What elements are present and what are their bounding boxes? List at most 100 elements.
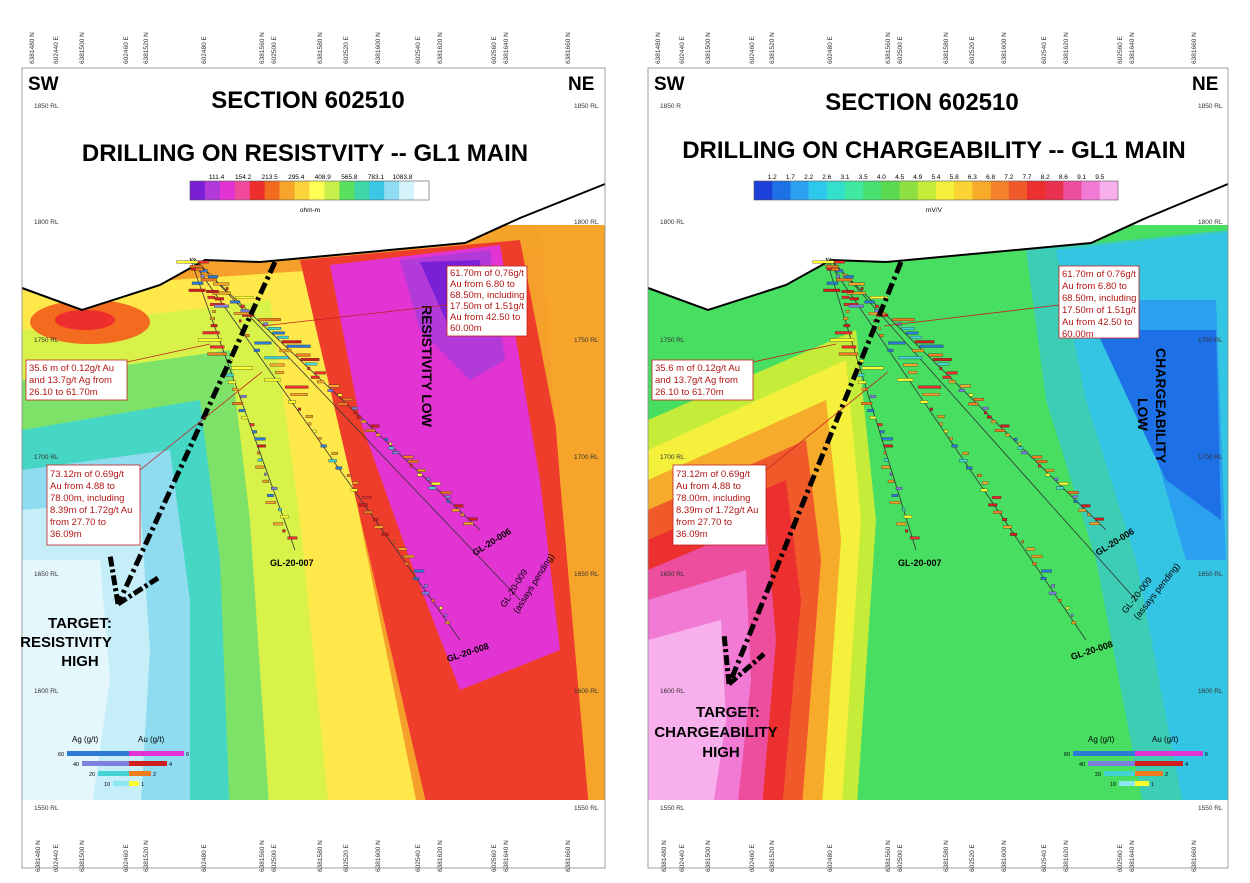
top-axis-labels: 6381480 N 602440 E 6381500 N 602460 E 63… <box>29 32 572 64</box>
assay-bar <box>241 416 248 420</box>
assay-bar <box>1040 577 1047 580</box>
assay-bar <box>1051 584 1056 588</box>
assay-bar <box>351 406 358 410</box>
target-label-line: TARGET: <box>48 615 112 632</box>
colorbar-tick-label: 154.2 <box>235 174 252 181</box>
assay-bar <box>991 496 1002 499</box>
assay-bar <box>1054 477 1059 481</box>
rl-label: 1650 RL <box>1198 571 1223 578</box>
legend-ag-value: 10 <box>104 782 110 788</box>
assay-bar <box>903 363 918 367</box>
axis-label: 602540 E <box>415 844 422 872</box>
assay-bar <box>353 411 357 415</box>
section-subtitle: DRILLING ON CHARGEABILITY -- GL1 MAIN <box>682 137 1186 164</box>
annotation-line: 35.6 m of 0.12g/t Au <box>655 363 740 374</box>
assay-bar <box>463 522 474 526</box>
assay-bar <box>838 352 859 356</box>
assay-bar <box>864 300 875 304</box>
assay-bar <box>1067 491 1079 494</box>
colorbar-swatch <box>826 181 846 200</box>
colorbar-tick-label: 3.1 <box>840 174 849 181</box>
assay-bar <box>208 275 219 279</box>
direction-sw: SW <box>654 74 685 95</box>
assay-bar <box>403 554 415 558</box>
assay-bar <box>212 310 216 313</box>
assay-bar <box>905 331 919 335</box>
rl-label: 1700 RL <box>660 454 685 461</box>
assay-bar <box>1048 591 1057 595</box>
assay-bar <box>1018 442 1021 446</box>
assay-bar <box>337 393 343 397</box>
legend-au-title: Au (g/t) <box>1152 735 1179 744</box>
assay-bar <box>951 444 958 448</box>
assay-bar <box>835 274 840 278</box>
assay-bar <box>257 458 262 462</box>
axis-label: 6381500 N <box>705 32 712 64</box>
assay-bar <box>1032 562 1037 566</box>
axis-label: 602460 E <box>123 36 130 64</box>
legend-ag-value: 40 <box>1079 762 1085 768</box>
assay-bar <box>257 451 260 455</box>
assay-bar <box>883 451 887 455</box>
assay-bar <box>1013 437 1018 441</box>
assay-bar <box>388 446 395 450</box>
assay-bar <box>195 267 204 271</box>
assay-bar <box>445 495 451 499</box>
annotation-line: 61.70m of 0.76g/t <box>1062 269 1136 280</box>
topography-line <box>647 183 1229 312</box>
rl-label: 1800 RL <box>34 219 59 226</box>
chargeability-low-label: CHARGEABILITY LOW <box>1135 348 1169 464</box>
legend-au-value: 1 <box>141 782 144 788</box>
colorbar-tick-label: 1.7 <box>786 174 795 181</box>
assay-bar <box>431 599 435 603</box>
assay-bar <box>1020 451 1028 455</box>
assay-bar <box>1010 532 1017 536</box>
assay-bar <box>990 420 997 424</box>
colorbar-swatch <box>279 181 295 200</box>
colorbar-swatch <box>954 181 973 200</box>
assay-bar <box>848 304 864 308</box>
legend-au-value: 4 <box>1185 762 1188 768</box>
assay-bar <box>356 415 362 419</box>
assay-bar <box>358 503 368 507</box>
annotation-line: 17.50m of 1.51g/t <box>1062 305 1136 316</box>
colorbar-swatch <box>324 181 340 200</box>
colorbar-swatch <box>990 181 1010 200</box>
assay-bar <box>363 510 373 514</box>
assay-bar <box>305 362 318 366</box>
assay-bar <box>468 517 478 521</box>
assay-bar <box>1005 433 1010 437</box>
annotation-line: 8.39m of 1.72g/t Au <box>676 505 758 516</box>
assay-bar <box>823 288 841 292</box>
annotation-35-6m: 35.6 m of 0.12g/t Au and 13.7g/t Ag from… <box>25 343 211 401</box>
assay-bar <box>825 264 839 268</box>
rl-label: 1650 RL <box>34 571 59 578</box>
section-title: SECTION 602510 <box>825 89 1018 116</box>
assay-bar <box>311 375 320 379</box>
assay-bar <box>389 442 392 446</box>
target-label-line: HIGH <box>702 744 740 761</box>
assay-bar <box>238 409 246 413</box>
assay-bar <box>965 466 973 470</box>
direction-sw: SW <box>28 74 59 95</box>
axis-label: 602480 E <box>827 844 834 872</box>
assay-bar <box>830 338 855 342</box>
assay-bar <box>189 264 203 268</box>
annotation-line: Au from 42.50 to <box>1062 317 1132 328</box>
colorbar-tick-label: 2.6 <box>822 174 831 181</box>
assay-bar <box>883 444 893 448</box>
assay-bar <box>1000 424 1010 428</box>
rl-label: 1850 RL <box>1198 103 1223 110</box>
assay-bar <box>200 269 208 273</box>
assay-bar <box>849 297 859 301</box>
annotation-line: Au from 4.88 to <box>50 481 115 492</box>
assay-bar <box>1070 613 1074 617</box>
colorbar-tick-label: 111.4 <box>209 174 225 181</box>
assay-bar <box>1058 482 1069 486</box>
assay-bar <box>1071 621 1077 625</box>
annotation-line: 78.00m, including <box>50 493 124 504</box>
rl-label: 1800 RL <box>660 219 685 226</box>
colorbar-tick-label: 2.2 <box>804 174 813 181</box>
assay-bar <box>867 409 875 413</box>
assay-bar <box>392 451 399 455</box>
